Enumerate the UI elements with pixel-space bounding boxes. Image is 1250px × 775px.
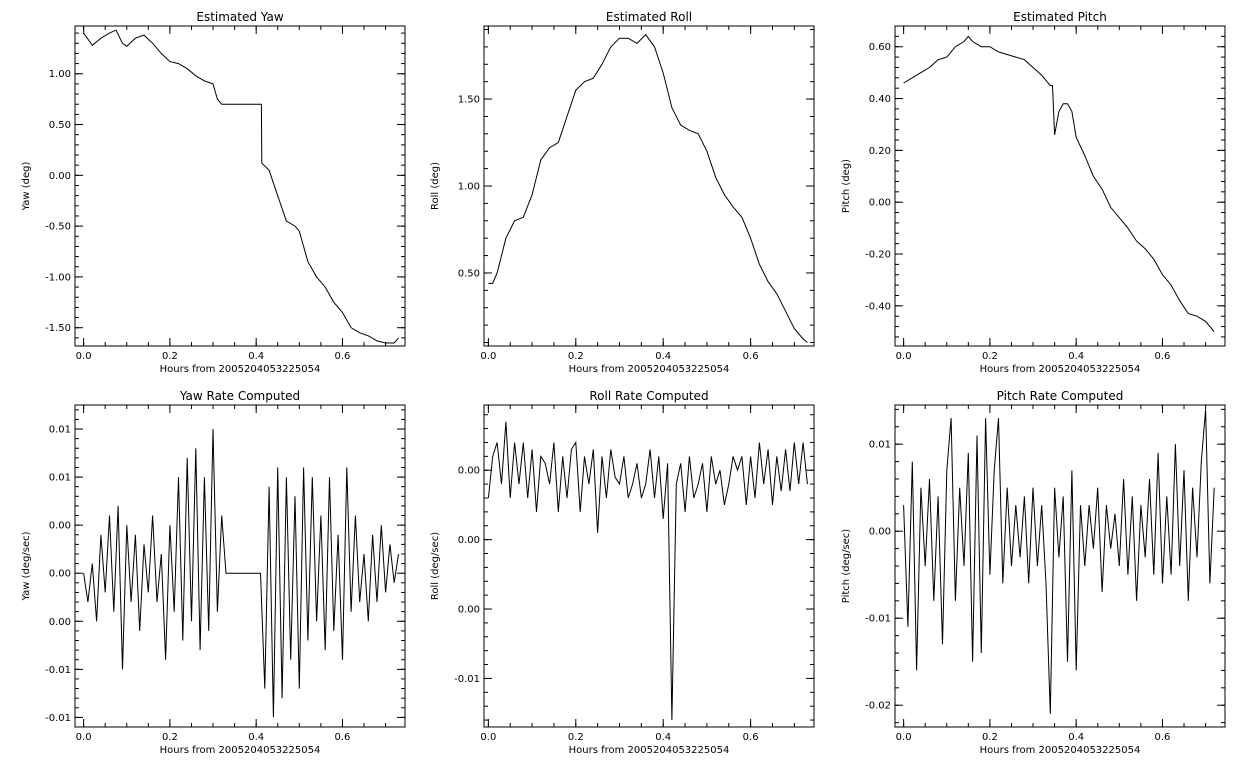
estimated-yaw-y-tick-label: -1.00 [45,272,71,283]
estimated-roll-y-tick-label: 0.50 [458,268,480,279]
pitch-rate-computed-x-tick-label: 0.0 [896,732,912,743]
roll-rate-computed-series-line [487,421,808,721]
estimated-pitch-chart: Estimated Pitch Hours from 20052040532250… [841,10,1226,375]
yaw-rate-computed-y-tick-label: 0.01 [49,473,71,484]
estimated-pitch-series-line [903,35,1215,333]
estimated-roll-y-tick-label: 1.50 [458,95,480,106]
estimated-roll-plot-frame [483,25,815,347]
estimated-yaw-x-tick-label: 0.4 [248,351,264,362]
yaw-rate-computed-y-tick-label: 0.00 [49,569,71,580]
pitch-rate-computed-y-tick-label: 0.00 [869,527,891,538]
pitch-rate-computed-y-axis-label: Pitch (deg/sec) [841,529,852,604]
roll-rate-computed-title: Roll Rate Computed [589,389,708,403]
estimated-roll-x-tick-label: 0.0 [480,351,496,362]
yaw-rate-computed-chart: Yaw Rate Computed Hours from 200520405322… [21,389,406,756]
yaw-rate-computed-y-tick-label: -0.01 [45,665,71,676]
estimated-yaw-chart: Estimated Yaw Hours from 2005204053225054… [21,10,406,375]
yaw-rate-computed-y-axis-label: Yaw (deg/sec) [21,531,32,601]
roll-rate-computed-x-axis-label: Hours from 2005204053225054 [569,745,730,756]
roll-rate-computed-x-tick-label: 0.2 [568,732,584,743]
yaw-rate-computed-x-axis-label: Hours from 2005204053225054 [160,745,321,756]
roll-rate-computed-x-tick-label: 0.0 [480,732,496,743]
pitch-rate-computed-y-tick-label: 0.01 [869,440,891,451]
estimated-yaw-y-tick-label: -0.50 [45,222,71,233]
roll-rate-computed-chart: Roll Rate Computed Hours from 20052040532… [430,389,815,756]
pitch-rate-computed-chart: Pitch Rate Computed Hours from 2005204053… [841,389,1226,756]
yaw-rate-computed-plot-frame [74,404,406,728]
estimated-pitch-y-axis-label: Pitch (deg) [841,159,852,213]
yaw-rate-computed-y-tick-label: -0.01 [45,713,71,724]
roll-rate-computed-y-tick-label: -0.01 [454,674,480,685]
estimated-roll-x-axis-label: Hours from 2005204053225054 [569,364,730,375]
estimated-roll-title: Estimated Roll [606,10,692,24]
estimated-pitch-x-axis-label: Hours from 2005204053225054 [980,364,1141,375]
estimated-yaw-x-tick-label: 0.2 [162,351,178,362]
estimated-pitch-x-tick-label: 0.2 [982,351,998,362]
estimated-pitch-y-tick-label: 0.60 [869,42,891,53]
roll-rate-computed-plot-frame [483,404,815,728]
roll-rate-computed-y-tick-label: 0.00 [458,605,480,616]
estimated-yaw-y-axis-label: Yaw (deg) [21,161,32,211]
yaw-rate-computed-title: Yaw Rate Computed [179,389,300,403]
yaw-rate-computed-x-tick-label: 0.4 [248,732,264,743]
estimated-roll-y-tick-label: 1.00 [458,182,480,193]
estimated-pitch-x-tick-label: 0.0 [896,351,912,362]
roll-rate-computed-y-axis-label: Roll (deg/sec) [430,532,441,600]
estimated-roll-y-axis-label: Roll (deg) [430,162,441,210]
estimated-pitch-y-tick-label: 0.00 [869,198,891,209]
estimated-pitch-y-tick-label: 0.20 [869,146,891,157]
estimated-yaw-series-line [83,29,399,344]
estimated-pitch-y-tick-label: -0.40 [865,301,891,312]
pitch-rate-computed-title: Pitch Rate Computed [997,389,1124,403]
estimated-yaw-x-axis-label: Hours from 2005204053225054 [160,364,321,375]
pitch-rate-computed-y-tick-label: -0.01 [865,614,891,625]
roll-rate-computed-y-tick-label: 0.00 [458,466,480,477]
estimated-pitch-x-tick-label: 0.4 [1068,351,1084,362]
pitch-rate-computed-y-tick-label: -0.02 [865,701,891,712]
estimated-roll-chart: Estimated Roll Hours from 200520405322505… [430,10,815,375]
estimated-roll-x-tick-label: 0.6 [743,351,759,362]
estimated-yaw-title: Estimated Yaw [196,10,283,24]
yaw-rate-computed-x-tick-label: 0.2 [162,732,178,743]
estimated-yaw-y-tick-label: -1.50 [45,323,71,334]
pitch-rate-computed-x-tick-label: 0.2 [982,732,998,743]
estimated-yaw-y-tick-label: 0.50 [49,120,71,131]
yaw-rate-computed-x-tick-label: 0.0 [76,732,92,743]
estimated-roll-series-line [488,33,808,343]
yaw-rate-computed-y-tick-label: 0.01 [49,425,71,436]
estimated-yaw-x-tick-label: 0.6 [334,351,350,362]
pitch-rate-computed-x-tick-label: 0.4 [1068,732,1084,743]
estimated-yaw-y-tick-label: 0.00 [49,171,71,182]
pitch-rate-computed-series-line [903,409,1215,714]
yaw-rate-computed-series-line [83,428,399,718]
estimated-yaw-plot-frame [74,25,406,347]
estimated-yaw-x-tick-label: 0.0 [76,351,92,362]
estimated-yaw-y-tick-label: 1.00 [49,69,71,80]
roll-rate-computed-y-tick-label: 0.00 [458,535,480,546]
estimated-pitch-title: Estimated Pitch [1013,10,1107,24]
estimated-pitch-y-tick-label: -0.20 [865,250,891,261]
yaw-rate-computed-y-tick-label: 0.00 [49,521,71,532]
pitch-rate-computed-x-tick-label: 0.6 [1154,732,1170,743]
yaw-rate-computed-x-tick-label: 0.6 [334,732,350,743]
pitch-rate-computed-x-axis-label: Hours from 2005204053225054 [980,745,1141,756]
estimated-pitch-x-tick-label: 0.6 [1154,351,1170,362]
estimated-roll-x-tick-label: 0.4 [655,351,671,362]
estimated-pitch-plot-frame [894,25,1226,347]
estimated-roll-x-tick-label: 0.2 [568,351,584,362]
roll-rate-computed-x-tick-label: 0.6 [743,732,759,743]
yaw-rate-computed-y-tick-label: 0.00 [49,617,71,628]
estimated-pitch-y-tick-label: 0.40 [869,94,891,105]
roll-rate-computed-x-tick-label: 0.4 [655,732,671,743]
